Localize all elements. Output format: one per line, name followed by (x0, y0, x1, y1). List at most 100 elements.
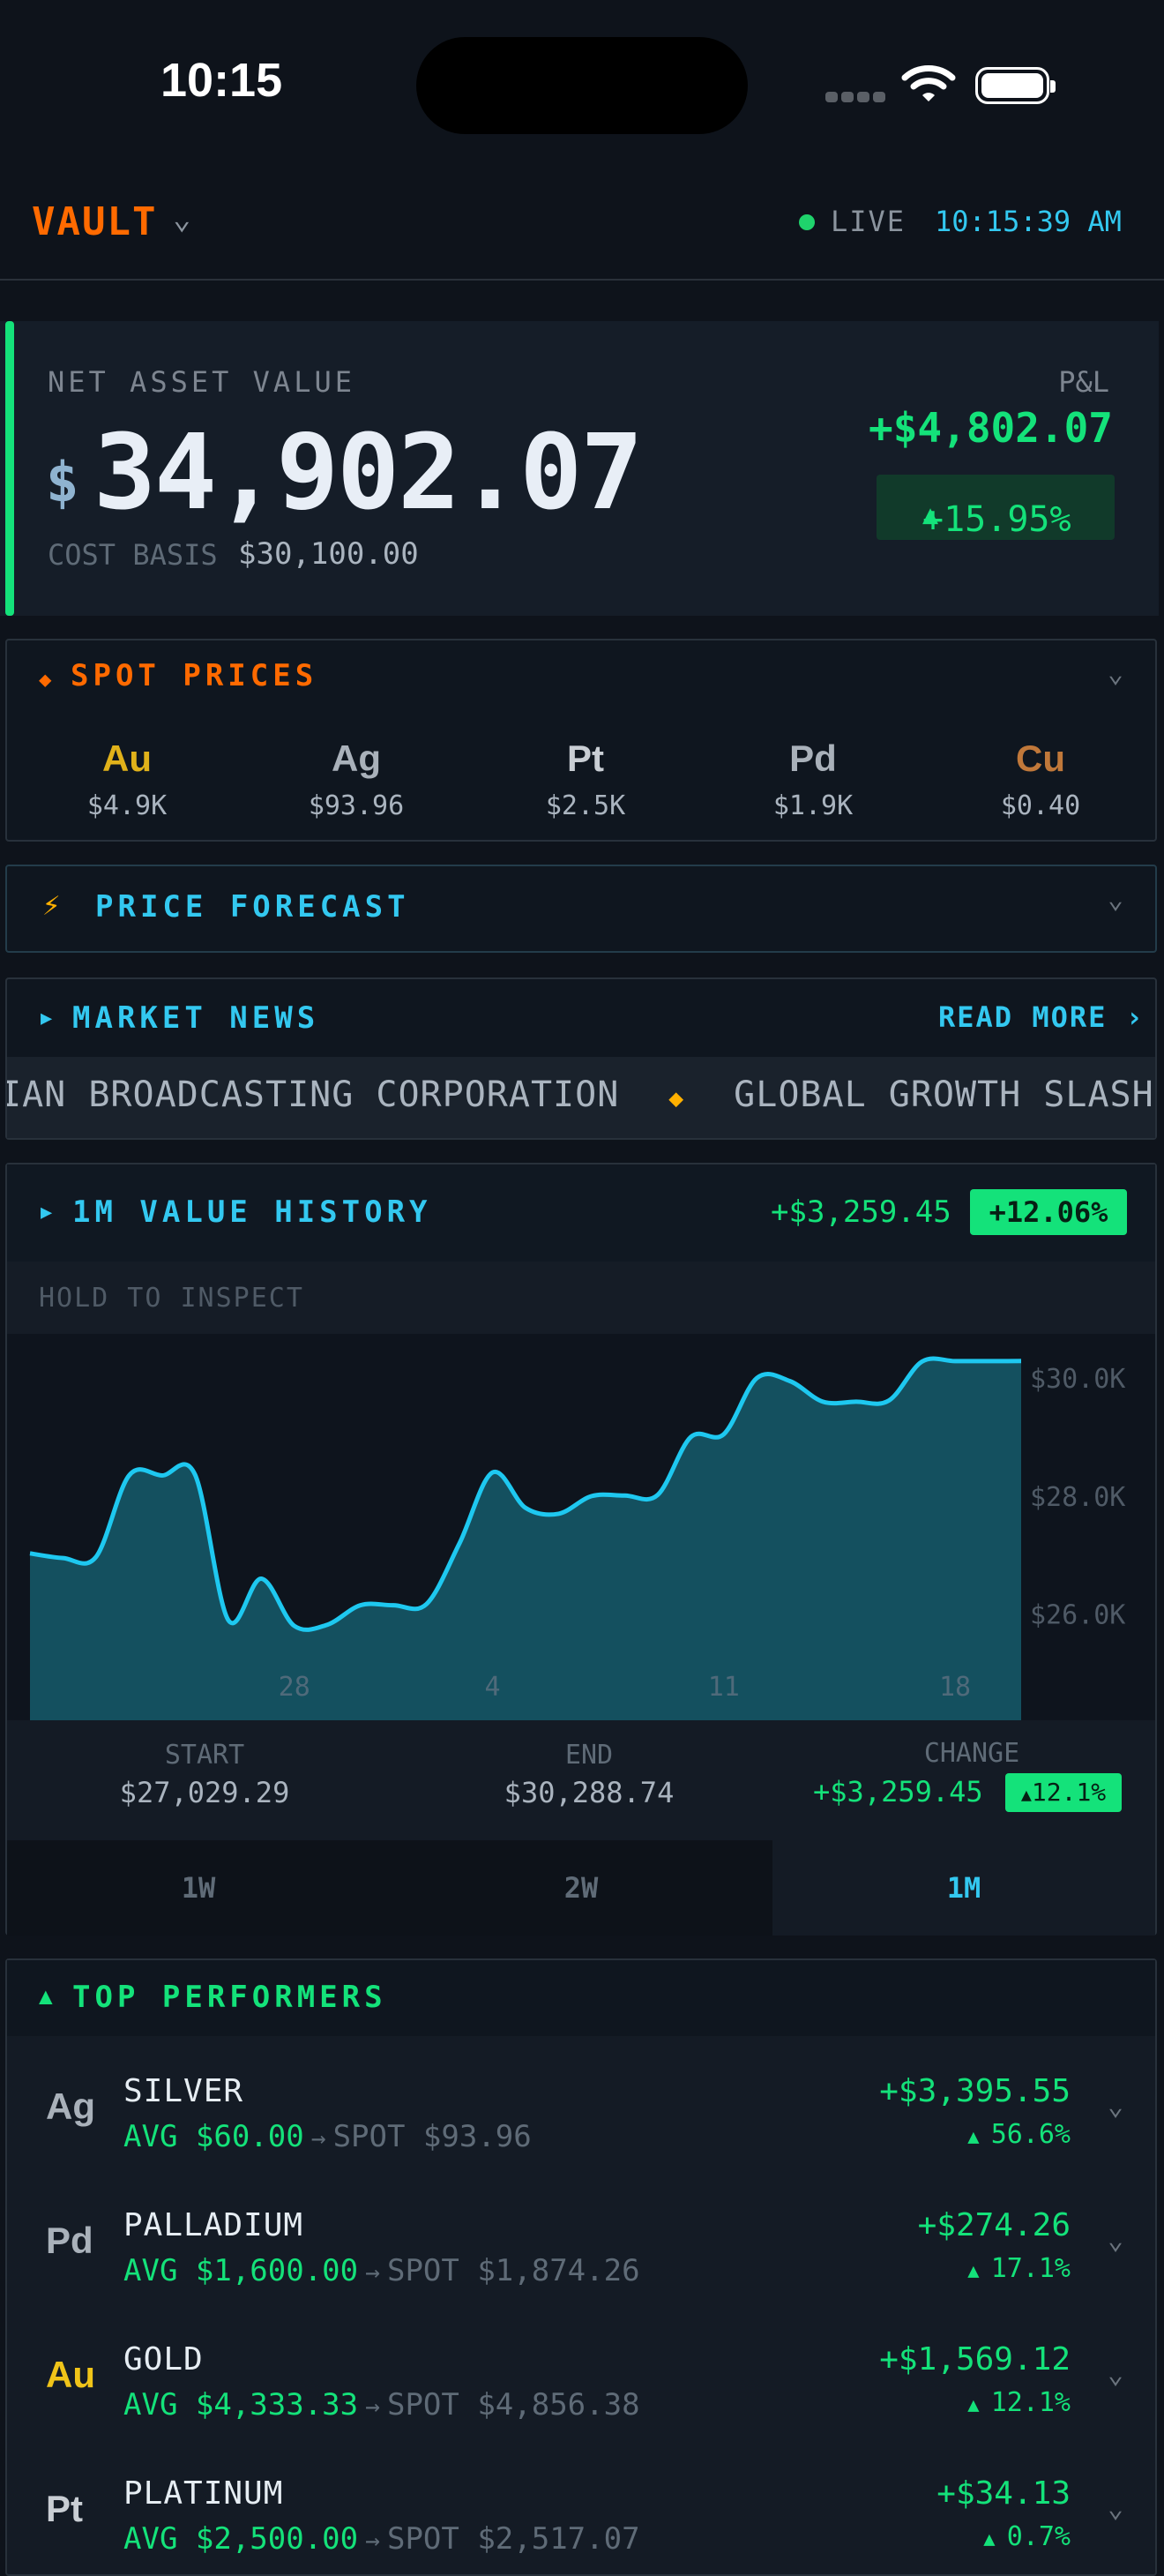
hold-hint: HOLD TO INSPECT (7, 1262, 1155, 1334)
x-tick-label: 18 (939, 1672, 971, 1703)
performer-percent-value: 17.1% (990, 2253, 1071, 2284)
news-ticker[interactable]: IAN BROADCASTING CORPORATION ◆ GLOBAL GROW… (7, 1057, 1155, 1138)
chevron-down-icon[interactable]: ⌄ (1107, 2493, 1123, 2524)
live-label: LIVE (831, 205, 907, 238)
performer-gain-percent: ▲ 0.7% (983, 2521, 1071, 2552)
chevron-down-icon[interactable]: ⌄ (1107, 2359, 1123, 2390)
pl-label: P&L (1058, 365, 1109, 399)
triangle-up-icon: ▲ (1020, 1784, 1032, 1805)
chevron-down-icon[interactable]: ⌄ (1107, 2225, 1123, 2256)
spot-price-cu[interactable]: Cu $0.40 (952, 738, 1129, 821)
spot-prices-title: SPOT PRICES (71, 658, 318, 693)
spot-price-pd[interactable]: Pd $1.9K (725, 738, 901, 821)
brand-logo[interactable]: VAULT (32, 199, 158, 244)
triangle-up-icon: ▲ (983, 2528, 1007, 2550)
performer-spot: SPOT $4,856.38 (386, 2387, 640, 2422)
performer-name: SILVER (123, 2073, 244, 2109)
ticker-track: IAN BROADCASTING CORPORATION ◆ GLOBAL GROW… (7, 1075, 1155, 1115)
diamond-icon: ◆ (39, 667, 52, 692)
battery-icon (975, 67, 1056, 104)
chevron-down-icon[interactable]: ⌄ (173, 201, 191, 236)
history-chart[interactable]: $30.0K $28.0K $26.0K 28 4 11 18 (7, 1334, 1155, 1720)
ticker-headline[interactable]: IAN BROADCASTING CORPORATION (7, 1075, 620, 1115)
performer-symbol: Ag (46, 2086, 95, 2127)
spot-price-value: $4.9K (86, 790, 168, 821)
change-badge: ▲12.1% (1005, 1773, 1122, 1812)
range-1w[interactable]: 1W (181, 1871, 216, 1905)
range-1m[interactable]: 1M (772, 1840, 1155, 1936)
range-selector: 1W 2W 1M (7, 1840, 1155, 1936)
arrow-right-icon: → (365, 2258, 380, 2287)
signal-bar (857, 92, 869, 102)
start-stat: START $27,029.29 (72, 1740, 337, 1809)
y-tick-label: $28.0K (1030, 1482, 1125, 1513)
performer-gain: +$34.13 (936, 2475, 1071, 2512)
live-clock: 10:15:39 AM (935, 205, 1122, 238)
spot-symbol: Pt (567, 738, 604, 779)
performer-percent-value: 0.7% (1006, 2521, 1071, 2552)
chart-svg[interactable]: $30.0K $28.0K $26.0K 28 4 11 18 (7, 1334, 1155, 1720)
performer-avg: AVG $60.00 (123, 2119, 304, 2154)
performer-spot: SPOT $2,517.07 (386, 2521, 640, 2557)
performer-row-silver[interactable]: Ag SILVER AVG $60.00 → SPOT $93.96 +$3,395.55… (7, 2036, 1155, 2170)
price-forecast-card[interactable]: ⚡ PRICE FORECAST ⌄ (5, 865, 1157, 953)
spot-price-value: $93.96 (308, 790, 405, 821)
triangle-up-icon: ▲ (967, 2394, 991, 2416)
performer-row-palladium[interactable]: Pd PALLADIUM AVG $1,600.00 → SPOT $1,874.26 +… (7, 2170, 1155, 2304)
lightning-icon: ⚡ (42, 887, 61, 923)
change-badge-value: 12.1% (1031, 1778, 1107, 1807)
spot-price-ag[interactable]: Ag $93.96 (268, 738, 444, 821)
triangle-up-icon: ▲ (967, 2126, 991, 2148)
y-tick-label: $30.0K (1030, 1364, 1125, 1395)
diamond-icon: ◆ (668, 1083, 685, 1112)
triangle-up-icon: ▲ (922, 499, 939, 530)
performer-symbol: Pt (46, 2488, 83, 2529)
performer-symbol: Pd (46, 2220, 93, 2261)
history-stats: START $27,029.29 END $30,288.74 CHANGE +… (7, 1720, 1155, 1840)
performer-name: PALLADIUM (123, 2207, 304, 2243)
triangle-up-icon: ▲ (967, 2260, 991, 2282)
performers-title: TOP PERFORMERS (72, 1980, 387, 2015)
arrow-right-icon: → (365, 2392, 380, 2421)
performer-name: GOLD (123, 2341, 204, 2378)
status-time: 10:15 (160, 54, 283, 107)
end-label: END (564, 1740, 614, 1771)
spot-symbol: Au (102, 738, 152, 779)
performer-row-platinum[interactable]: Pt PLATINUM AVG $2,500.00 → SPOT $2,517.07 +$… (7, 2438, 1155, 2572)
chevron-right-icon: › (1125, 1000, 1145, 1034)
spot-price-pt[interactable]: Pt $2.5K (497, 738, 674, 821)
signal-bar (873, 92, 885, 102)
x-tick-label: 11 (708, 1672, 740, 1703)
chevron-down-icon[interactable]: ⌄ (1107, 658, 1123, 689)
accent-bar (5, 321, 14, 616)
performer-percent-value: 56.6% (990, 2119, 1071, 2150)
start-label: START (164, 1740, 245, 1771)
price-forecast-title: PRICE FORECAST (95, 889, 410, 925)
nav-label: NET ASSET VALUE (48, 365, 355, 399)
performer-spot: SPOT $1,874.26 (386, 2253, 640, 2288)
cost-basis-label: COST BASIS (48, 538, 218, 572)
market-news-title: MARKET NEWS (72, 1000, 320, 1036)
spot-prices-card[interactable]: ◆ SPOT PRICES ⌄ Au $4.9K Ag $93.96 Pt $2.5K Pd… (5, 639, 1157, 842)
spot-price-au[interactable]: Au $4.9K (39, 738, 215, 821)
hold-hint-text: HOLD TO INSPECT (39, 1283, 304, 1314)
spot-symbol: Ag (332, 738, 381, 779)
status-bar: 10:15 (0, 0, 1164, 168)
chevron-down-icon[interactable]: ⌄ (1107, 884, 1123, 915)
performer-gain-percent: ▲ 17.1% (967, 2253, 1071, 2284)
performer-gain-percent: ▲ 56.6% (967, 2119, 1071, 2150)
end-value: $30,288.74 (504, 1776, 675, 1809)
range-2w[interactable]: 2W (563, 1871, 599, 1905)
chart-series-line (29, 1356, 1022, 1632)
chevron-down-icon[interactable]: ⌄ (1107, 2091, 1123, 2122)
ticker-headline[interactable]: GLOBAL GROWTH SLASHED (734, 1075, 1155, 1115)
performer-avg: AVG $2,500.00 (123, 2521, 359, 2557)
read-more-link[interactable]: READ MORE › (938, 1000, 1145, 1034)
performer-row-gold[interactable]: Au GOLD AVG $4,333.33 → SPOT $4,856.38 +$1,56… (7, 2304, 1155, 2438)
performer-symbol: Au (46, 2354, 95, 2395)
pl-percent: +15.95% (922, 499, 1071, 540)
performer-name: PLATINUM (123, 2475, 284, 2512)
performers-header: ▲ TOP PERFORMERS (7, 1960, 1155, 2036)
x-tick-label: 4 (485, 1672, 501, 1703)
performer-gain: +$3,395.55 (879, 2073, 1071, 2109)
